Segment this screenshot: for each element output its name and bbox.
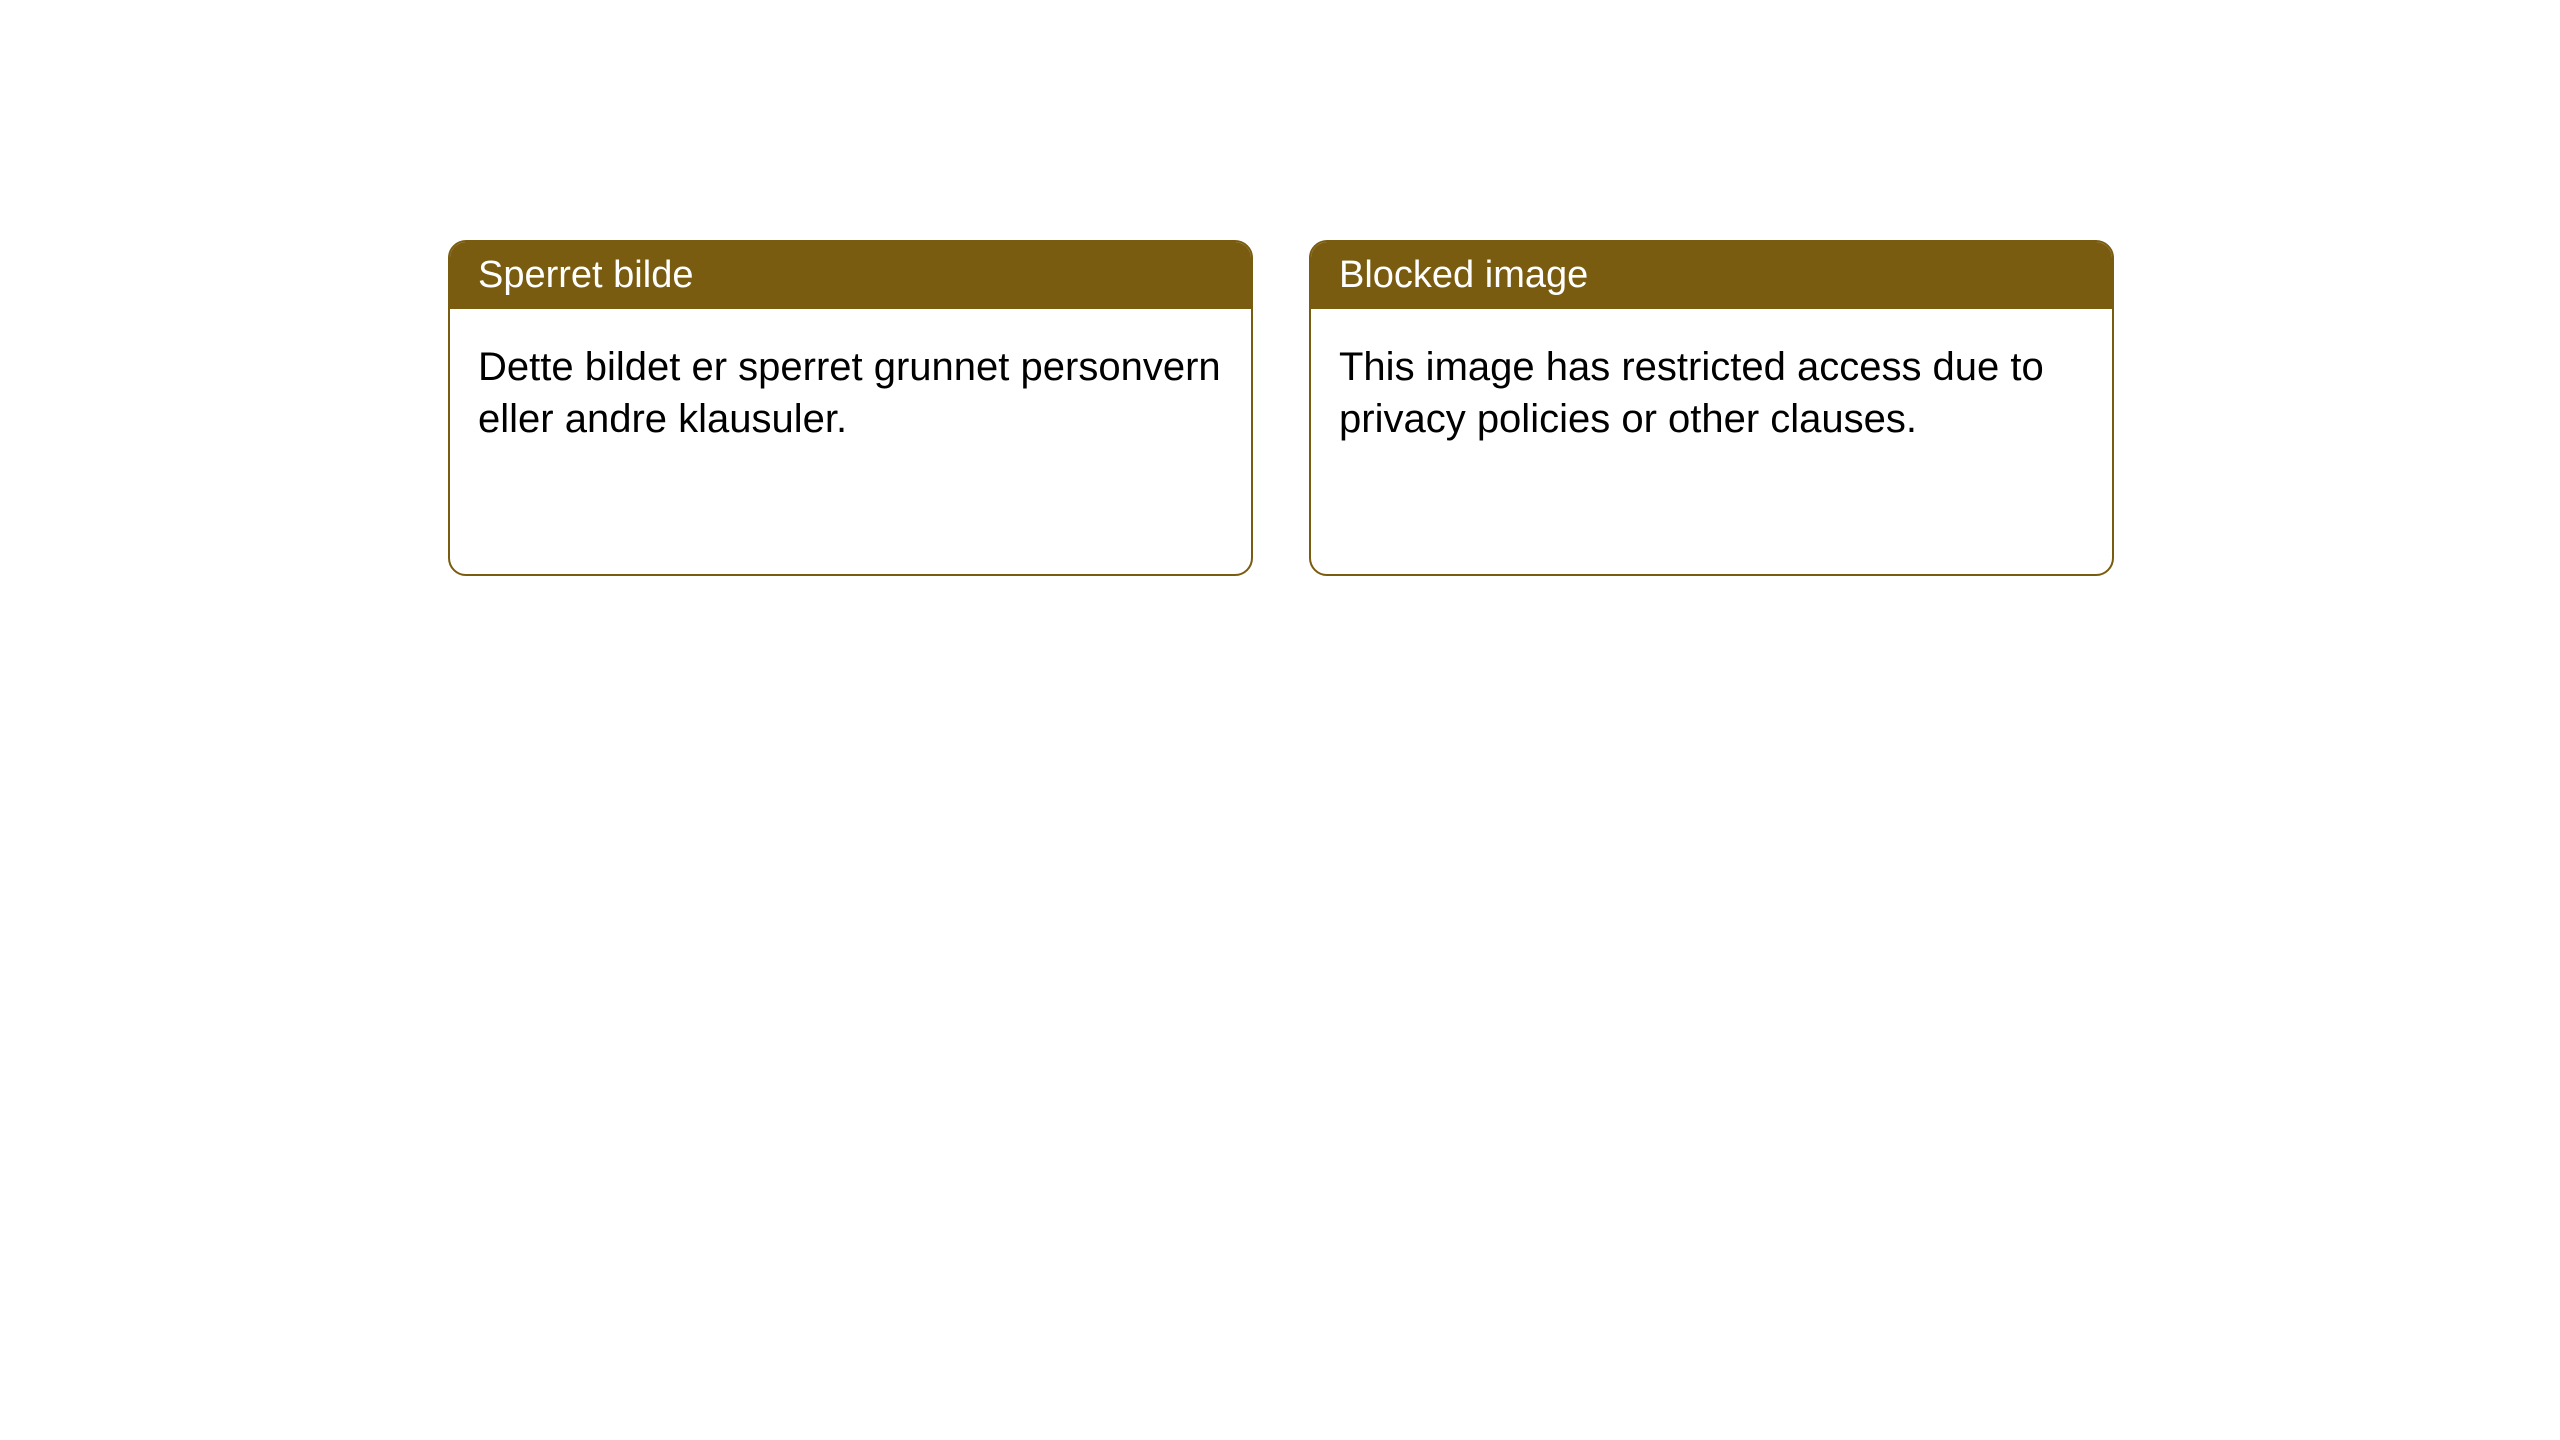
card-title: Sperret bilde	[478, 254, 693, 296]
blocked-image-card-en: Blocked image This image has restricted …	[1309, 240, 2114, 576]
blocked-image-card-no: Sperret bilde Dette bildet er sperret gr…	[448, 240, 1253, 576]
card-body-text: This image has restricted access due to …	[1339, 345, 2044, 441]
card-header: Sperret bilde	[450, 242, 1251, 309]
card-header: Blocked image	[1311, 242, 2112, 309]
card-title: Blocked image	[1339, 254, 1588, 296]
card-body-text: Dette bildet er sperret grunnet personve…	[478, 345, 1221, 441]
cards-container: Sperret bilde Dette bildet er sperret gr…	[0, 0, 2560, 576]
card-body: This image has restricted access due to …	[1311, 309, 2112, 477]
card-body: Dette bildet er sperret grunnet personve…	[450, 309, 1251, 477]
